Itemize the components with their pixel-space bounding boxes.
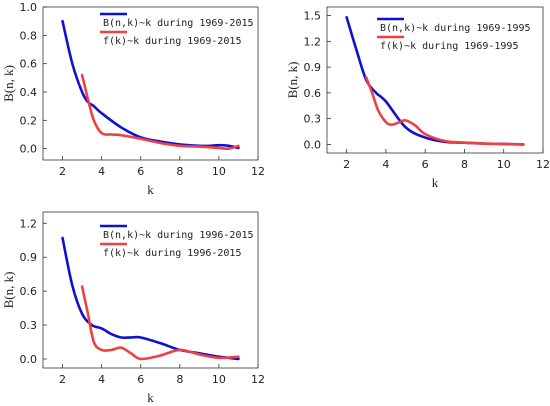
legend: B(n,k)~k during 1996-2015 f(k)~k during 1…	[100, 224, 254, 259]
x-tick-label: 8	[461, 158, 468, 171]
x-tick-label: 6	[137, 373, 144, 386]
x-tick-label: 4	[382, 158, 389, 171]
y-tick-label: 0.0	[20, 353, 38, 366]
x-tick-label: 4	[98, 373, 105, 386]
x-tick-label: 2	[59, 165, 66, 178]
y-tick-label: 0.2	[20, 114, 38, 127]
y-tick-label: 1.2	[20, 217, 38, 230]
legend: B(n,k)~k during 1969-2015 f(k)~k during 1…	[100, 12, 254, 47]
x-tick-label: 6	[137, 165, 144, 178]
y-tick-label: 0.6	[20, 285, 38, 298]
x-tick-label: 10	[212, 373, 226, 386]
x-tick-label: 2	[343, 158, 350, 171]
x-tick-label: 12	[251, 373, 265, 386]
y-tick-label: 0.3	[304, 113, 322, 126]
y-tick-label: 0.6	[304, 87, 322, 100]
y-tick-label: 0.9	[20, 251, 38, 264]
chart-panel-3: 2 4 6 8 10 12 0.0 0.3 0.6 0.9 1.2 k B(n, k) B(n,k)~k …	[1, 211, 265, 405]
x-tick-label: 4	[98, 165, 105, 178]
x-tick-label: 8	[176, 373, 183, 386]
plot-frame	[42, 6, 259, 161]
y-tick-label: 1.2	[304, 35, 322, 48]
x-axis-label: k	[432, 175, 439, 190]
x-tick-label: 12	[251, 165, 265, 178]
legend: B(n,k)~k during 1969-1995 f(k)~k during 1…	[377, 17, 531, 52]
x-tick-label: 6	[422, 158, 429, 171]
y-tick-label: 0.0	[304, 138, 322, 151]
series-line-blue	[345, 16, 525, 146]
series-line-red	[80, 285, 240, 361]
legend-label: B(n,k)~k during 1996-2015	[103, 230, 254, 241]
chart-panel-1: 2 4 6 8 10 12 0.0 0.2 0.4 0.6 0.8 1.0 k B(n, k) B(n,k)…	[1, 1, 265, 197]
plot-frame	[42, 211, 259, 369]
y-axis-label: B(n, k)	[1, 65, 16, 102]
x-axis-label: k	[147, 182, 154, 197]
y-tick-label: 0.8	[20, 29, 38, 42]
plot-frame	[326, 6, 544, 154]
x-tick-label: 12	[536, 158, 550, 171]
legend-label: f(k)~k during 1996-2015	[103, 248, 241, 259]
y-tick-label: 0.9	[304, 61, 322, 74]
x-axis-label: k	[147, 390, 154, 405]
y-tick-label: 0.0	[20, 143, 38, 156]
y-tick-label: 1.0	[20, 1, 38, 14]
series-line-red	[80, 73, 240, 151]
legend-label: f(k)~k during 1969-2015	[103, 36, 241, 47]
x-tick-label: 10	[212, 165, 226, 178]
y-tick-label: 0.6	[20, 58, 38, 71]
y-tick-label: 0.3	[20, 319, 38, 332]
y-tick-label: 1.5	[304, 10, 322, 23]
x-tick-label: 10	[497, 158, 511, 171]
y-tick-label: 0.4	[20, 86, 38, 99]
x-tick-label: 2	[59, 373, 66, 386]
x-tick-label: 8	[176, 165, 183, 178]
chart-panel-2: 2 4 6 8 10 12 0.0 0.3 0.6 0.9 1.2 1.5 k B(n, k) B(n,k)…	[285, 6, 550, 190]
y-axis-label: B(n, k)	[285, 62, 300, 99]
series-line-blue	[61, 19, 240, 150]
legend-label: B(n,k)~k during 1969-1995	[380, 23, 531, 34]
y-axis-label: B(n, k)	[1, 272, 16, 309]
legend-label: f(k)~k during 1969-1995	[380, 41, 518, 52]
legend-label: B(n,k)~k during 1969-2015	[103, 18, 254, 29]
series-line-red	[364, 76, 525, 146]
